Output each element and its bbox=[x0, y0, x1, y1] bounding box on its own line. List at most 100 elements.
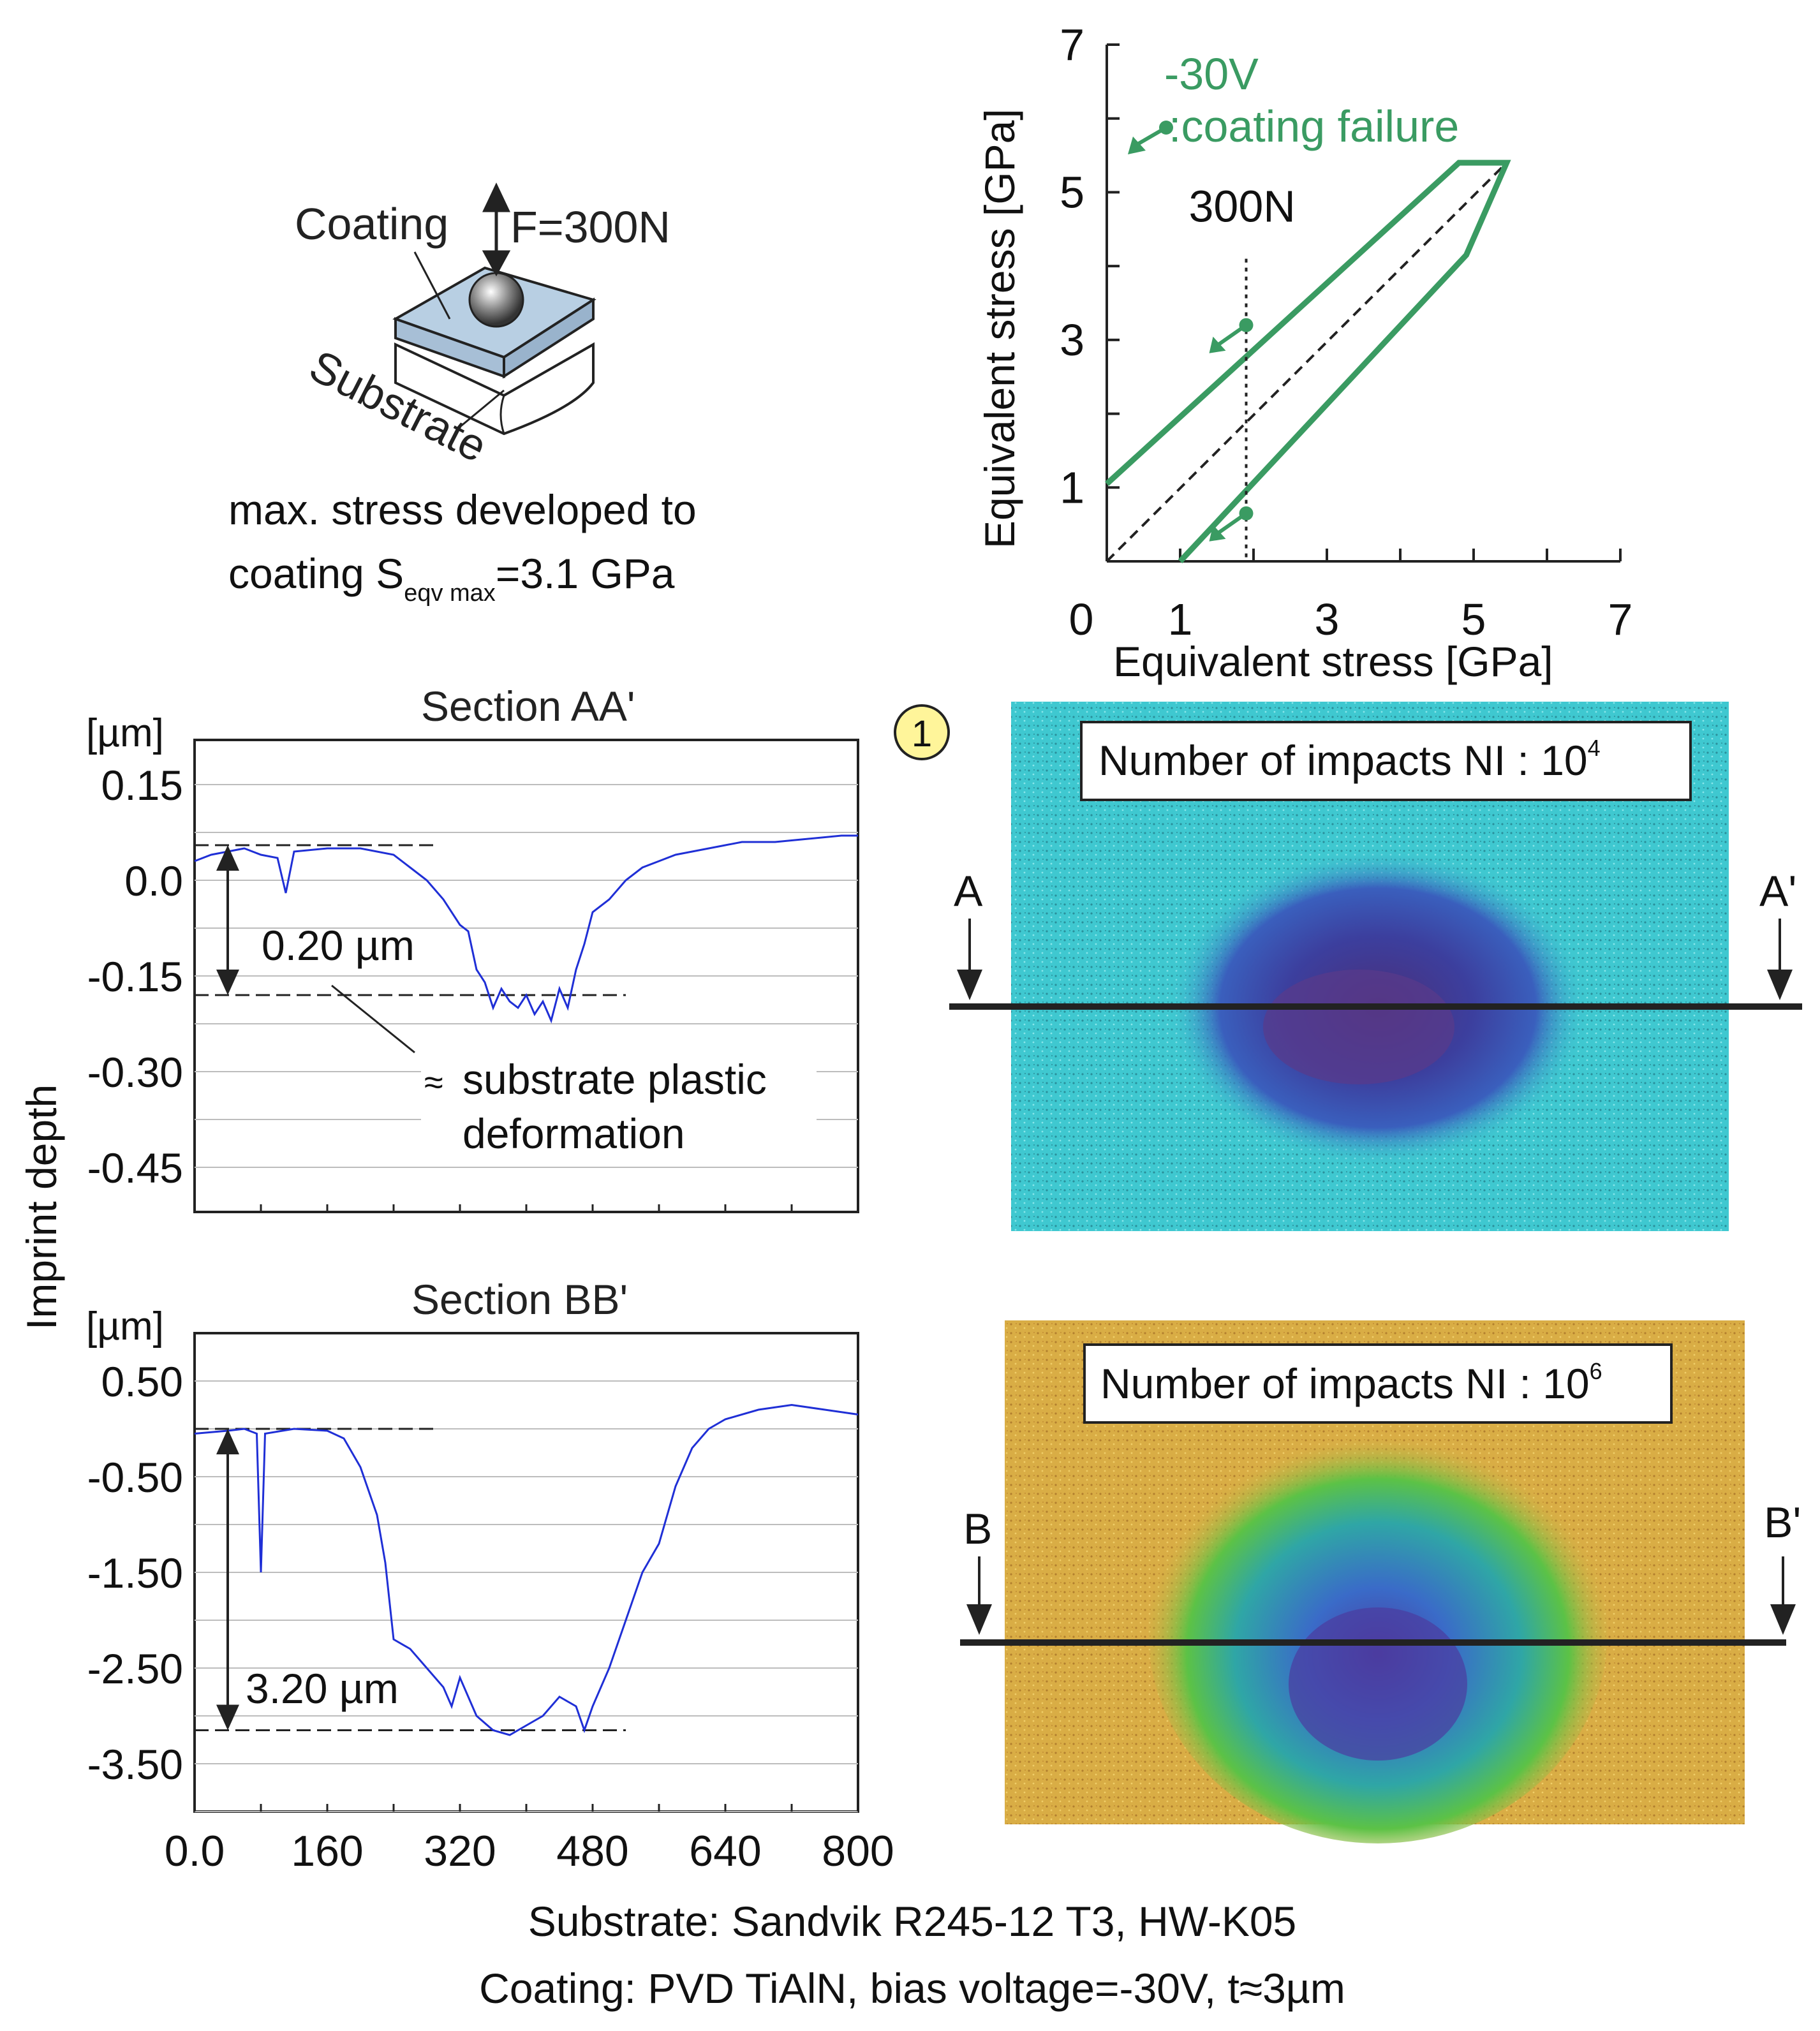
bb-y-tick-label: 0.50 bbox=[101, 1358, 183, 1405]
bb-y-tick-label: -1.50 bbox=[87, 1549, 183, 1597]
aa-dim-arrow-up bbox=[216, 845, 239, 871]
crater-top-core bbox=[1263, 970, 1454, 1084]
shared-ylabel: Imprint depth bbox=[18, 1084, 65, 1330]
aa-y-tick-label: -0.15 bbox=[87, 953, 183, 1000]
impacts-label-bottom: Number of impacts NI : 106 bbox=[1100, 1358, 1602, 1407]
legend-text: :coating failure bbox=[1169, 101, 1459, 151]
substrate-leader bbox=[459, 389, 505, 429]
section-bb-depth-label: 3.20 µm bbox=[246, 1665, 399, 1712]
failure-point bbox=[1239, 506, 1254, 521]
substrate-curve bbox=[499, 395, 505, 434]
stress-x-tick-label: 5 bbox=[1461, 595, 1486, 644]
legend-marker bbox=[1128, 121, 1173, 154]
schematic: Coating F=300N Substrate max. stress dev… bbox=[228, 182, 697, 607]
bb-x-tick-label: 320 bbox=[424, 1827, 496, 1875]
aa-y-tick-label: -0.45 bbox=[87, 1144, 183, 1192]
section-bb-tick-labels: 0.50 -0.50 -1.50 -2.50 -3.50 0.0 160 320 480 640 8… bbox=[87, 1358, 894, 1875]
arrow-b-right bbox=[1770, 1556, 1796, 1635]
failure-point bbox=[1239, 318, 1254, 332]
coating-side-right bbox=[503, 297, 595, 379]
annotation-line1: substrate plastic bbox=[462, 1056, 767, 1103]
section-aa-title: Section AA' bbox=[421, 683, 635, 730]
bb-y-tick-label: -0.50 bbox=[87, 1454, 183, 1501]
stress-envelope-chart: 0 1 3 5 7 1 3 5 7 300N -30V :coating failure Equ… bbox=[976, 20, 1632, 685]
load-label: 300N bbox=[1189, 182, 1296, 232]
bb-y-tick-label: -2.50 bbox=[87, 1645, 183, 1692]
force-label: F=300N bbox=[510, 202, 670, 252]
mark-b-prime: B' bbox=[1764, 1498, 1801, 1547]
substrate-block bbox=[394, 342, 595, 436]
force-arrow bbox=[482, 182, 511, 277]
section-aa-x-ticks bbox=[193, 1204, 859, 1212]
stress-x-tick-label: 3 bbox=[1315, 595, 1340, 644]
aa-y-tick-label: -0.30 bbox=[87, 1049, 183, 1096]
annotation-line2: deformation bbox=[462, 1110, 685, 1157]
stress-envelope-curve bbox=[1104, 159, 1511, 564]
section-aa-tick-labels: 0.15 0.0 -0.15 -0.30 -0.45 bbox=[87, 762, 183, 1192]
section-aa-depth-label: 0.20 µm bbox=[262, 922, 415, 969]
section-bb-chart: Section BB' [µm] 0.50 -0.50 -1.50 -2.50 -3.5… bbox=[86, 1276, 894, 1875]
stress-x-tick-label: 0 bbox=[1069, 595, 1094, 644]
stress-y-tick-label: 5 bbox=[1060, 167, 1084, 217]
arrow-b-left bbox=[966, 1556, 992, 1635]
impacts-label-box-bottom bbox=[1083, 1343, 1673, 1424]
failure-points bbox=[1209, 318, 1254, 542]
bb-x-tick-label: 480 bbox=[556, 1827, 628, 1875]
bb-x-tick-label: 160 bbox=[291, 1827, 363, 1875]
failure-arrow-head bbox=[1209, 524, 1226, 542]
stress-y-tick-label: 1 bbox=[1060, 462, 1084, 512]
impacts-label-top: Number of impacts NI : 104 bbox=[1099, 735, 1601, 784]
stress-ticks bbox=[1106, 43, 1622, 563]
stress-tick-labels: 0 1 3 5 7 1 3 5 7 bbox=[1060, 20, 1632, 644]
approx-symbol: ≈ bbox=[424, 1063, 443, 1102]
bb-x-tick-label: 0.0 bbox=[165, 1827, 225, 1875]
surface-image-panel-top: 1 Number of impacts NI : 104 A A' bbox=[894, 702, 1802, 1231]
failure-arrow-head bbox=[1209, 336, 1226, 353]
stress-ylabel: Equivalent stress [GPa] bbox=[976, 108, 1023, 549]
aa-y-tick-label: 0.15 bbox=[101, 762, 183, 809]
stress-y-tick-label: 3 bbox=[1060, 315, 1084, 365]
section-aa-depth-arrow bbox=[216, 845, 239, 995]
stress-x-tick-label: 1 bbox=[1168, 595, 1193, 644]
panel-marker-circle bbox=[894, 704, 950, 760]
section-aa-chart: Section AA' [µm] 0.150.0-0.15-0.30-0.45 … bbox=[86, 683, 859, 1213]
stress-caption-line2: coating Seqv max=3.1 GPa bbox=[228, 550, 675, 607]
section-bb-unit: [µm] bbox=[86, 1304, 164, 1348]
coating-label: Coating bbox=[295, 199, 448, 249]
bb-dim-arrow-down bbox=[216, 1704, 239, 1731]
section-aa-profile bbox=[194, 834, 858, 1024]
surface-image-panel-bottom: Number of impacts NI : 106 B B' bbox=[960, 1320, 1801, 1843]
bb-x-tick-label: 800 bbox=[822, 1827, 894, 1875]
aa-y-tick-label: 0.0 bbox=[124, 857, 183, 905]
arrow-a-right bbox=[1767, 919, 1793, 1000]
impacts-label-box-top bbox=[1080, 721, 1692, 801]
arrow-a-left bbox=[957, 919, 982, 1000]
indenter-ball bbox=[468, 272, 524, 328]
section-bb-x-ticks bbox=[193, 1804, 859, 1812]
stress-diagonal-line bbox=[1106, 161, 1508, 563]
panel-marker: 1 bbox=[912, 713, 932, 755]
mark-a-prime: A' bbox=[1759, 867, 1796, 915]
stress-x-tick-label: 7 bbox=[1608, 595, 1633, 644]
section-bb-profile bbox=[194, 1403, 859, 1736]
section-aa-unit: [µm] bbox=[86, 711, 164, 755]
bb-x-tick-label: 640 bbox=[689, 1827, 761, 1875]
section-bb-depth-arrow bbox=[216, 1429, 239, 1731]
aa-dim-arrow-down bbox=[216, 970, 239, 995]
section-bb-title: Section BB' bbox=[411, 1276, 628, 1323]
stress-caption-line1: max. stress developed to bbox=[228, 486, 697, 533]
stress-xlabel: Equivalent stress [GPa] bbox=[1113, 638, 1553, 685]
annotation-backdrop bbox=[421, 1045, 817, 1156]
footer-line2: Coating: PVD TiAlN, bias voltage=-30V, t… bbox=[479, 1965, 1345, 2012]
stress-y-tick-label: 7 bbox=[1060, 20, 1084, 70]
bb-dim-arrow-up bbox=[216, 1429, 239, 1454]
footer-line1: Substrate: Sandvik R245-12 T3, HW-K05 bbox=[528, 1898, 1297, 1945]
annotation-leader bbox=[331, 984, 415, 1054]
mark-a: A bbox=[954, 867, 983, 915]
mark-b: B bbox=[963, 1505, 992, 1553]
series-label: -30V bbox=[1164, 49, 1259, 99]
crater-bottom-core bbox=[1289, 1607, 1467, 1761]
bb-y-tick-label: -3.50 bbox=[87, 1741, 183, 1788]
